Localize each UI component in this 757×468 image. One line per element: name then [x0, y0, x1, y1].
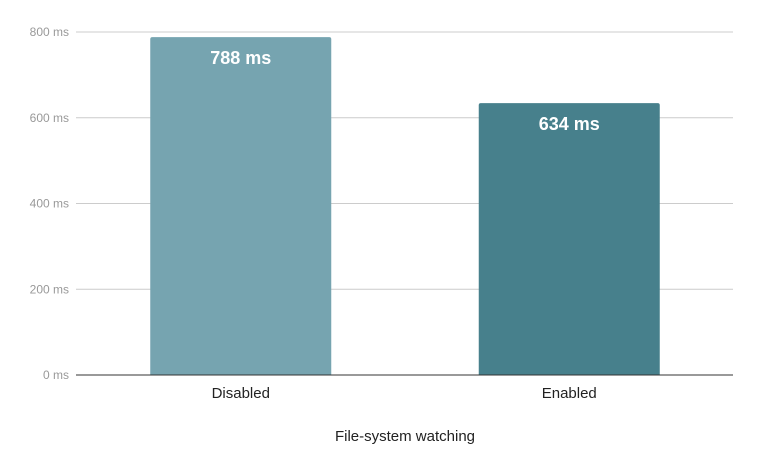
data-label: 634 ms: [539, 114, 600, 134]
y-tick-label: 0 ms: [43, 368, 69, 382]
y-tick-label: 400 ms: [30, 197, 69, 211]
data-label: 788 ms: [210, 48, 271, 68]
bar-disabled: [150, 37, 332, 376]
y-axis-ticks: 0 ms 200 ms 400 ms 600 ms 800 ms: [30, 25, 69, 382]
bars: 788 ms 634 ms: [150, 37, 660, 376]
bar-enabled: [478, 103, 660, 376]
x-axis-categories: Disabled Enabled: [212, 385, 597, 402]
x-tick-label: Enabled: [542, 385, 597, 402]
y-tick-label: 800 ms: [30, 25, 69, 39]
x-tick-label: Disabled: [212, 385, 270, 402]
y-tick-label: 600 ms: [30, 111, 69, 125]
x-axis-label: File-system watching: [335, 428, 475, 445]
y-tick-label: 200 ms: [30, 282, 69, 296]
